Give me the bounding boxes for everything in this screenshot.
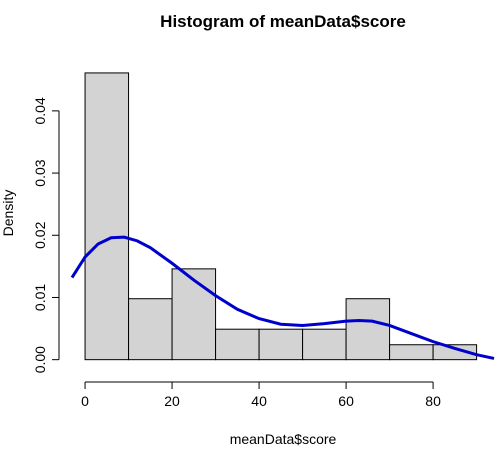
histogram-bar-0 [84,72,130,361]
x-tick-label-0: 0 [81,393,89,409]
histogram-bar-8 [432,344,478,361]
x-axis: 0 20 40 60 80 [81,381,441,409]
y-tick-label-1: 0.01 [32,284,48,311]
y-axis: 0.00 0.01 0.02 0.03 0.04 [32,97,60,373]
y-axis-label: Density [0,190,16,237]
histogram-bar-6 [345,298,391,361]
x-tick-label-2: 40 [251,393,267,409]
histogram-bar-4 [258,328,304,361]
x-tick-label-4: 80 [425,393,441,409]
y-tick-label-4: 0.04 [32,97,48,124]
y-tick-label-2: 0.02 [32,221,48,248]
density-curve [70,235,495,360]
histogram-bar-5 [302,328,347,361]
histogram-bar-1 [128,298,173,361]
y-tick-label-0: 0.00 [32,346,48,373]
x-axis-label: meanData$score [230,431,337,447]
histogram-bar-3 [215,328,260,361]
y-tick-label-3: 0.03 [32,159,48,186]
chart-title: Histogram of meanData$score [160,12,406,31]
histogram-bars [84,72,478,361]
histogram-bar-2 [171,268,217,361]
x-tick-label-3: 60 [338,393,354,409]
x-tick-label-1: 20 [164,393,180,409]
histogram-bar-7 [389,344,434,361]
